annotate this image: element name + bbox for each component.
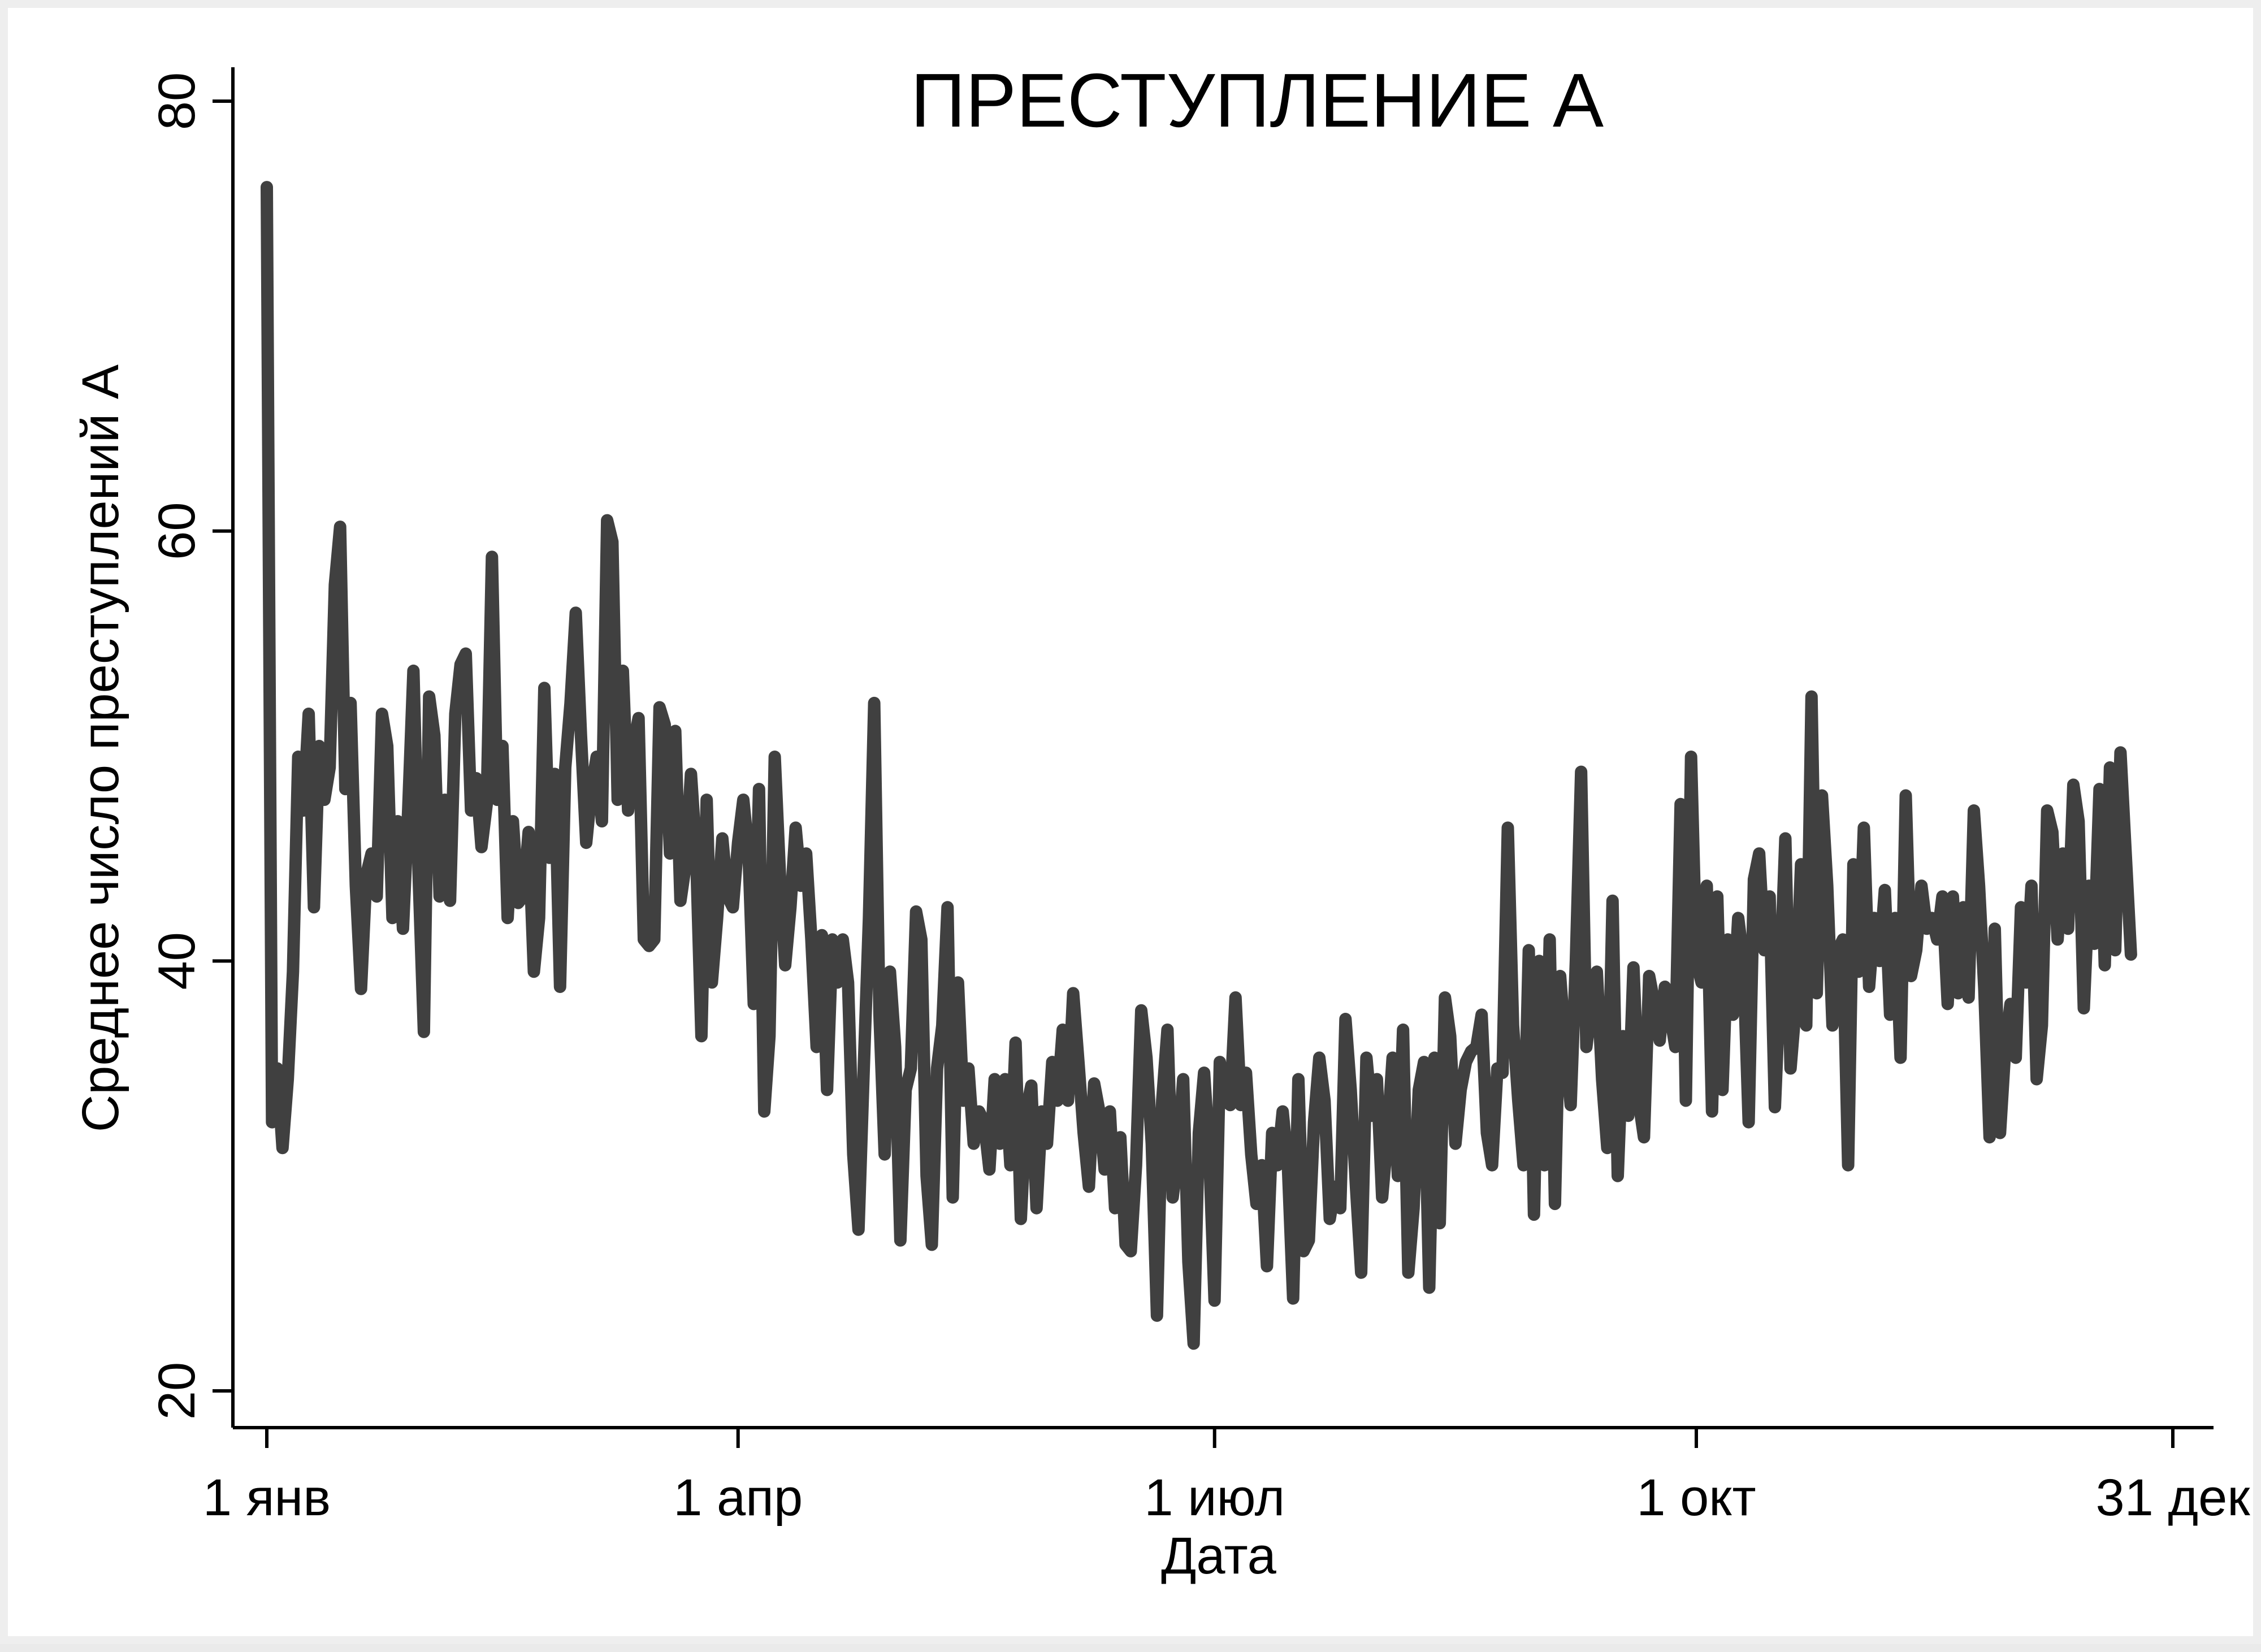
x-tick-label: 1 июл (1144, 1469, 1285, 1527)
y-axis-label: Среднее число преступлений А (72, 364, 129, 1132)
y-tick-label: 80 (148, 72, 206, 130)
y-axis-ticks: 20 40 60 80 (148, 72, 233, 1420)
x-tick-label: 1 окт (1636, 1469, 1756, 1527)
x-tick-label: 31 дек (2096, 1469, 2251, 1527)
x-axis-label: Дата (1161, 1527, 1277, 1585)
x-axis-ticks: 1 янв 1 апр 1 июл 1 окт 31 дек (203, 1428, 2250, 1527)
y-tick-label: 60 (148, 502, 206, 560)
y-tick-label: 20 (148, 1362, 206, 1420)
chart-title: ПРЕСТУПЛЕНИЕ А (911, 58, 1604, 143)
y-tick-label: 40 (148, 932, 206, 990)
x-tick-label: 1 апр (673, 1469, 803, 1527)
x-tick-label: 1 янв (203, 1469, 331, 1527)
series-line (261, 181, 2137, 1350)
